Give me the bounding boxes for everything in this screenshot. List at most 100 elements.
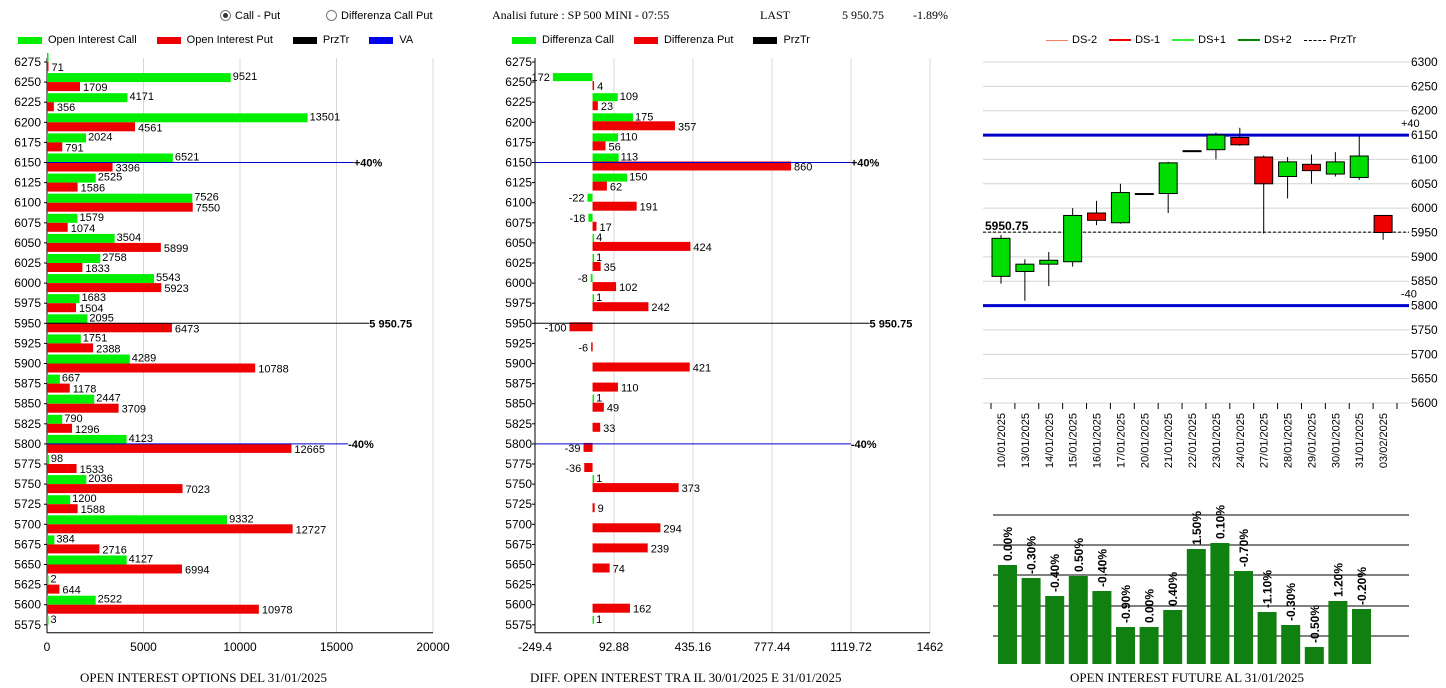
call-bar <box>47 334 81 344</box>
candle-body <box>1039 259 1059 265</box>
call-diff-bar <box>592 475 595 484</box>
strike-label: 5625 <box>505 578 532 592</box>
call-value-label: 9521 <box>233 71 257 83</box>
put-bar <box>47 162 113 172</box>
legend-label: DS-2 <box>1072 34 1098 46</box>
x-tick-label: 0 <box>44 640 51 654</box>
strike-label: 6225 <box>14 95 41 109</box>
call-diff-bar <box>592 394 595 403</box>
put-diff-label: 373 <box>682 483 700 495</box>
future-bar <box>1352 609 1371 664</box>
put-value-label: 71 <box>52 62 64 74</box>
strike-label: 5800 <box>505 437 532 451</box>
diff-title: DIFF. OPEN INTEREST TRA IL 30/01/2025 E … <box>530 670 842 685</box>
future-bar <box>1092 591 1112 664</box>
radio-call-put[interactable]: Call - Put <box>220 10 280 22</box>
put-diff-bar <box>592 81 595 91</box>
put-diff-bar <box>583 442 593 452</box>
put-diff-label: 9 <box>598 503 604 515</box>
put-value-label: 2716 <box>102 544 126 556</box>
y-tick-label: 5800 <box>1411 299 1438 313</box>
put-diff-bar <box>592 181 607 191</box>
put-diff-bar <box>592 221 597 231</box>
put-diff-label: 23 <box>601 101 613 113</box>
header-title: Analisi future : SP 500 MINI - 07:55 <box>492 8 670 22</box>
put-bar <box>47 464 77 473</box>
call-bar <box>47 53 49 62</box>
strike-label: 6200 <box>505 115 532 129</box>
call-diff-bar <box>587 193 593 202</box>
strike-label: 6175 <box>505 135 532 149</box>
radio-diff-call-put[interactable]: Differenza Call Put <box>326 10 433 22</box>
strike-label: 5575 <box>14 618 41 632</box>
future-bar <box>1281 625 1301 664</box>
put-bar <box>47 142 63 152</box>
candle-body <box>1015 263 1035 272</box>
put-bar <box>47 323 172 333</box>
call-bar <box>47 354 130 364</box>
put-value-label: 3709 <box>122 404 146 416</box>
put-bar <box>47 303 77 313</box>
legend-label: PrzTr <box>1329 34 1357 46</box>
call-bar <box>47 434 127 444</box>
put-value-label: 644 <box>62 585 80 597</box>
future-bar-label: 0.50% <box>1072 538 1086 572</box>
x-tick-label: -249.4 <box>518 640 552 654</box>
call-diff-bar <box>590 274 593 283</box>
x-tick-label: 15000 <box>320 640 354 654</box>
call-diff-label: 1 <box>596 614 602 626</box>
put-bar <box>47 403 119 413</box>
put-value-label: 1588 <box>81 504 105 516</box>
put-diff-bar <box>592 201 637 211</box>
call-bar <box>47 374 60 384</box>
legend-swatch <box>1172 39 1195 41</box>
strike-label: 6000 <box>14 276 41 290</box>
call-diff-label: -172 <box>528 72 550 84</box>
call-bar <box>47 73 231 83</box>
call-value-label: 790 <box>64 413 82 425</box>
future-title: OPEN INTEREST FUTURE AL 31/01/2025 <box>1070 670 1305 685</box>
call-value-label: 667 <box>62 373 80 385</box>
put-value-label: 6994 <box>185 565 209 577</box>
put-value-label: 1504 <box>79 303 103 315</box>
put-value-label: 356 <box>57 102 75 114</box>
call-diff-label: 1 <box>596 473 602 485</box>
diff-chart: -249.4 92.88 435.16 777.44 1119.72 1462627562… <box>505 55 943 654</box>
y-tick-label: 5900 <box>1411 250 1438 264</box>
candle-legend: DS-2 DS-1 DS+1 DS+2 PrzTr <box>1046 34 1356 46</box>
y-tick-label: 6050 <box>1411 177 1438 191</box>
legend-label: Differenza Put <box>663 34 734 46</box>
call-value-label: 2 <box>51 574 57 586</box>
call-bar <box>47 274 154 284</box>
date-label: 29/01/2025 <box>1306 413 1318 468</box>
y-tick-label: 6200 <box>1411 104 1438 118</box>
level-label: -40 <box>1401 289 1417 301</box>
put-diff-label: 35 <box>604 262 616 274</box>
call-bar <box>47 254 101 263</box>
date-label: 17/01/2025 <box>1115 413 1127 468</box>
put-value-label: 2388 <box>96 343 120 355</box>
put-diff-bar <box>592 563 610 573</box>
x-tick-label: 5000 <box>130 640 157 654</box>
call-value-label: 3 <box>51 614 57 626</box>
future-bar-label: -1.10% <box>1261 570 1275 608</box>
call-diff-label: 1 <box>596 393 602 405</box>
call-diff-label: 1 <box>596 292 602 304</box>
put-diff-bar <box>569 322 593 332</box>
call-value-label: 384 <box>56 533 74 545</box>
put-value-label: 5899 <box>164 243 188 255</box>
call-bar <box>47 113 308 123</box>
call-value-label: 2036 <box>88 473 112 485</box>
legend-swatch <box>292 36 317 44</box>
call-bar <box>47 233 115 243</box>
date-label: 16/01/2025 <box>1092 413 1104 468</box>
legend-swatch <box>633 36 658 44</box>
put-diff-label: 421 <box>693 363 711 375</box>
candle-body <box>1373 214 1393 233</box>
date-label: 31/01/2025 <box>1354 413 1366 468</box>
strike-label: 5575 <box>505 618 532 632</box>
strike-label: 6200 <box>14 115 41 129</box>
call-diff-bar <box>592 93 618 102</box>
put-bar <box>47 62 49 71</box>
put-diff-label: -39 <box>565 443 581 455</box>
